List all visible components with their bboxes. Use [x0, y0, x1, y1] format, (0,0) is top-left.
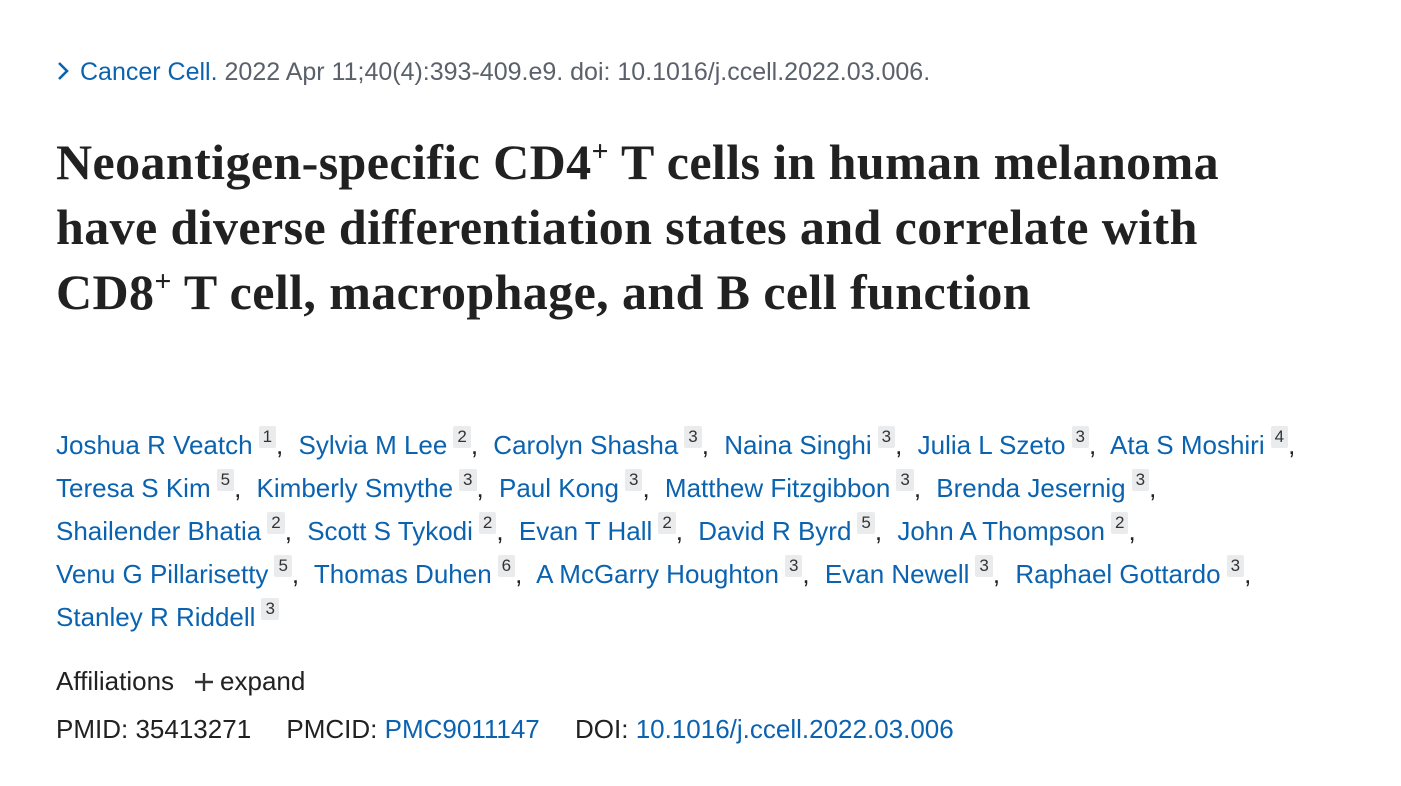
author-link[interactable]: Stanley R Riddell — [56, 602, 256, 632]
affiliation-number[interactable]: 2 — [658, 512, 676, 534]
doi-link[interactable]: 10.1016/j.ccell.2022.03.006 — [635, 714, 954, 744]
author: Naina Singhi 3 — [724, 426, 910, 460]
author: Joshua R Veatch 1 — [56, 426, 291, 460]
author: Evan Newell 3 — [824, 555, 1008, 589]
author: Kimberly Smythe 3 — [256, 469, 492, 503]
author-link[interactable]: Brenda Jesernig — [936, 473, 1126, 503]
author-link[interactable]: David R Byrd — [698, 516, 852, 546]
affiliation-number[interactable]: 3 — [1071, 426, 1089, 448]
pmcid-label: PMCID: — [286, 714, 378, 744]
affiliation-number[interactable]: 3 — [624, 469, 643, 491]
doi-label: DOI: — [575, 714, 629, 744]
author-link[interactable]: Evan Newell — [824, 559, 970, 589]
affiliation-number[interactable]: 5 — [274, 555, 292, 577]
affiliation-number[interactable]: 3 — [784, 555, 803, 577]
affiliation-number[interactable]: 1 — [258, 426, 277, 448]
author-link[interactable]: Shailender Bhatia — [56, 516, 262, 546]
affiliation-number[interactable]: 2 — [478, 512, 497, 534]
author: Scott S Tykodi 2 — [307, 512, 512, 546]
affiliation-number[interactable]: 5 — [216, 469, 235, 491]
author: Teresa S Kim 5 — [56, 469, 249, 503]
affiliation-number[interactable]: 3 — [975, 555, 993, 577]
affiliation-number[interactable]: 3 — [877, 426, 896, 448]
plus-icon[interactable] — [194, 672, 214, 692]
author: Matthew Fitzgibbon 3 — [664, 469, 929, 503]
affiliation-number[interactable]: 4 — [1270, 426, 1289, 448]
author-link[interactable]: Joshua R Veatch — [56, 430, 253, 460]
doi: DOI: 10.1016/j.ccell.2022.03.006 — [575, 714, 954, 744]
author-link[interactable]: Sylvia M Lee — [298, 430, 448, 460]
pmid-label: PMID: — [56, 714, 129, 744]
author-link[interactable]: Raphael Gottardo — [1015, 559, 1221, 589]
author: Evan T Hall 2 — [518, 512, 691, 546]
author: A McGarry Houghton 3 — [536, 555, 818, 589]
article-title: Neoantigen-specific CD4+ T cells in huma… — [56, 130, 1296, 325]
affiliation-number[interactable]: 6 — [497, 555, 516, 577]
author: Shailender Bhatia 2 — [56, 512, 300, 546]
author: David R Byrd 5 — [698, 512, 890, 546]
author: Carolyn Shasha 3 — [493, 426, 717, 460]
author: Brenda Jesernig 3 — [936, 469, 1164, 503]
affiliations-label: Affiliations — [56, 666, 175, 696]
author-link[interactable]: Naina Singhi — [724, 430, 872, 460]
author: John A Thompson 2 — [897, 512, 1144, 546]
title-superscript: + — [154, 265, 172, 298]
citation-details: 2022 Apr 11;40(4):393-409.e9. doi: 10.10… — [224, 58, 931, 86]
affiliation-number[interactable]: 3 — [459, 469, 477, 491]
author: Venu G Pillarisetty 5 — [56, 555, 307, 589]
author-link[interactable]: Evan T Hall — [518, 516, 653, 546]
affiliation-number[interactable]: 3 — [684, 426, 702, 448]
author-link[interactable]: Paul Kong — [498, 473, 619, 503]
author: Sylvia M Lee 2 — [298, 426, 486, 460]
journal-link[interactable]: Cancer Cell. — [80, 58, 218, 86]
pmcid: PMCID: PMC9011147 — [286, 714, 539, 744]
title-text: T cell, macrophage, and B cell function — [171, 264, 1032, 320]
title-text: Neoantigen-specific CD4 — [56, 134, 592, 190]
citation: Cancer Cell. 2022 Apr 11;40(4):393-409.e… — [56, 58, 930, 87]
author: Stanley R Riddell 3 — [56, 598, 279, 632]
affiliation-number[interactable]: 3 — [261, 598, 279, 620]
author-link[interactable]: Teresa S Kim — [56, 473, 211, 503]
author: Thomas Duhen 6 — [313, 555, 530, 589]
affiliations-row: Affiliations expand — [56, 666, 305, 697]
affiliation-number[interactable]: 3 — [896, 469, 914, 491]
title-superscript: + — [591, 135, 609, 168]
author: Paul Kong 3 — [498, 469, 658, 503]
affiliation-number[interactable]: 2 — [267, 512, 285, 534]
pmcid-link[interactable]: PMC9011147 — [384, 714, 540, 744]
pmid: PMID: 35413271 — [56, 714, 251, 744]
author-link[interactable]: Carolyn Shasha — [493, 430, 679, 460]
author-link[interactable]: Scott S Tykodi — [307, 516, 473, 546]
author: Raphael Gottardo 3 — [1015, 555, 1259, 589]
author: Ata S Moshiri 4 — [1110, 426, 1303, 460]
author-link[interactable]: A McGarry Houghton — [536, 559, 779, 589]
chevron-icon — [58, 62, 69, 80]
author-link[interactable]: John A Thompson — [897, 516, 1106, 546]
affiliation-number[interactable]: 3 — [1226, 555, 1245, 577]
author-link[interactable]: Matthew Fitzgibbon — [664, 473, 891, 503]
author-link[interactable]: Ata S Moshiri — [1110, 430, 1265, 460]
pmid-value: 35413271 — [135, 714, 252, 744]
identifiers: PMID: 35413271 PMCID: PMC9011147 DOI: 10… — [56, 714, 954, 745]
affiliation-number[interactable]: 5 — [857, 512, 875, 534]
affiliation-number[interactable]: 3 — [1131, 469, 1150, 491]
affiliation-number[interactable]: 2 — [1111, 512, 1129, 534]
expand-toggle[interactable]: expand — [220, 666, 306, 696]
author-link[interactable]: Julia L Szeto — [917, 430, 1066, 460]
author-link[interactable]: Venu G Pillarisetty — [56, 559, 269, 589]
author-link[interactable]: Thomas Duhen — [313, 559, 492, 589]
title-text: T cells in human melanoma have diverse d… — [56, 134, 1220, 320]
affiliation-number[interactable]: 2 — [453, 426, 471, 448]
author-link[interactable]: Kimberly Smythe — [256, 473, 454, 503]
author: Julia L Szeto 3 — [917, 426, 1104, 460]
